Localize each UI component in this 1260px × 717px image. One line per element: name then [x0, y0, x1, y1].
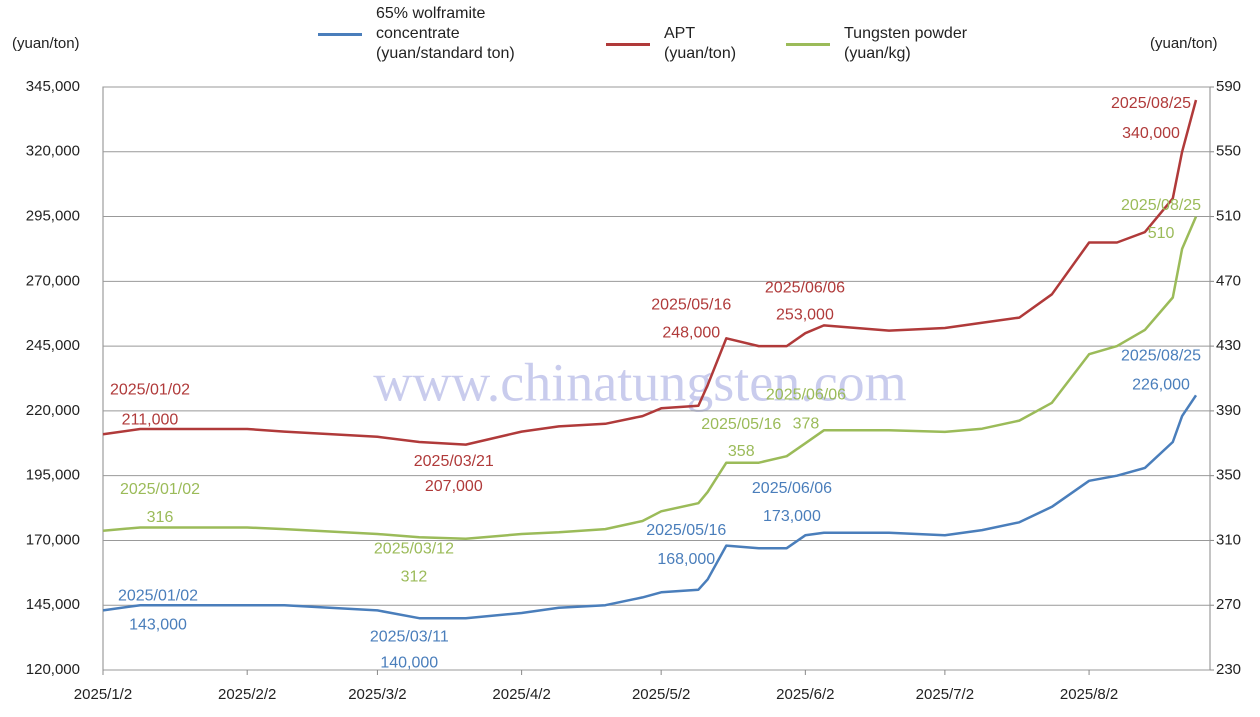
y-tick-label: 195,000 [26, 467, 80, 484]
y2-tick-label: 550 [1216, 143, 1241, 160]
y2-tick-label: 510 [1216, 208, 1241, 225]
x-tick-label: 2025/5/2 [632, 686, 690, 703]
annotation-value: 248,000 [662, 325, 720, 342]
y-tick-label: 220,000 [26, 402, 80, 419]
annotation-date: 2025/05/16 [651, 297, 731, 314]
annotation-date: 2025/08/25 [1111, 95, 1191, 112]
annotation-date: 2025/06/06 [766, 387, 846, 404]
annotation-value: 340,000 [1122, 125, 1180, 142]
annotation-date: 2025/06/06 [765, 280, 845, 297]
annotation-value: 226,000 [1132, 377, 1190, 394]
annotation-date: 2025/03/21 [414, 453, 494, 470]
y2-axis-label: (yuan/ton) [1150, 35, 1218, 52]
y-tick-label: 170,000 [26, 531, 80, 548]
y2-tick-label: 470 [1216, 272, 1241, 289]
legend-item: Tungsten powder (yuan/kg) [786, 24, 967, 64]
series-line [102, 99, 1198, 446]
x-tick-label: 2025/8/2 [1060, 686, 1118, 703]
series-line [102, 394, 1198, 620]
legend-item: 65% wolframite concentrate (yuan/standar… [318, 4, 515, 64]
annotation-date: 2025/03/12 [374, 540, 454, 557]
annotation-date: 2025/01/02 [120, 481, 200, 498]
y2-tick-label: 590 [1216, 78, 1241, 95]
annotation-value: 173,000 [763, 508, 821, 525]
x-tick-label: 2025/7/2 [916, 686, 974, 703]
annotation-value: 207,000 [425, 478, 483, 495]
annotation-date: 2025/03/11 [370, 628, 449, 645]
legend-swatch [318, 32, 362, 36]
y-tick-label: 345,000 [26, 78, 80, 95]
x-tick-label: 2025/2/2 [218, 686, 276, 703]
y-axis-label: (yuan/ton) [12, 35, 80, 52]
annotation-value: 253,000 [776, 307, 834, 324]
y-tick-label: 245,000 [26, 337, 80, 354]
legend-item: APT (yuan/ton) [606, 24, 736, 64]
annotation-value: 143,000 [129, 617, 187, 634]
y2-tick-label: 430 [1216, 337, 1241, 354]
y-tick-label: 320,000 [26, 143, 80, 160]
y2-tick-label: 230 [1216, 661, 1241, 678]
y-tick-label: 295,000 [26, 208, 80, 225]
x-tick-label: 2025/4/2 [492, 686, 550, 703]
x-tick-label: 2025/6/2 [776, 686, 834, 703]
legend-label: Tungsten powder (yuan/kg) [844, 25, 968, 62]
annotation-value: 140,000 [380, 654, 438, 671]
y-tick-label: 270,000 [26, 272, 80, 289]
y2-tick-label: 310 [1216, 531, 1241, 548]
watermark: www.chinatungsten.com [373, 352, 906, 412]
annotation-value: 510 [1148, 225, 1175, 242]
annotation-date: 2025/08/25 [1121, 197, 1201, 214]
annotation-date: 2025/05/16 [646, 522, 726, 539]
annotation-date: 2025/01/02 [118, 588, 198, 605]
y2-tick-label: 270 [1216, 596, 1241, 613]
annotation-value: 312 [401, 568, 428, 585]
annotation-date: 2025/05/16 [701, 416, 781, 433]
annotation-value: 358 [728, 443, 755, 460]
x-tick-label: 2025/3/2 [348, 686, 406, 703]
x-tick-label: 2025/1/2 [74, 686, 132, 703]
y2-tick-label: 350 [1216, 467, 1241, 484]
annotation-value: 316 [147, 509, 174, 526]
annotation-value: 211,000 [122, 411, 179, 428]
legend-swatch [786, 42, 830, 46]
legend-swatch [606, 42, 650, 46]
series-line [102, 216, 1198, 541]
y-tick-label: 120,000 [26, 661, 80, 678]
annotation-value: 378 [793, 416, 820, 433]
annotation-value: 168,000 [657, 551, 715, 568]
annotation-date: 2025/08/25 [1121, 348, 1201, 365]
annotation-date: 2025/01/02 [110, 381, 190, 398]
y2-tick-label: 390 [1216, 402, 1241, 419]
legend-label: 65% wolframite concentrate (yuan/standar… [376, 5, 515, 62]
annotation-date: 2025/06/06 [752, 480, 832, 497]
legend-label: APT (yuan/ton) [664, 25, 737, 62]
y-tick-label: 145,000 [26, 596, 80, 613]
